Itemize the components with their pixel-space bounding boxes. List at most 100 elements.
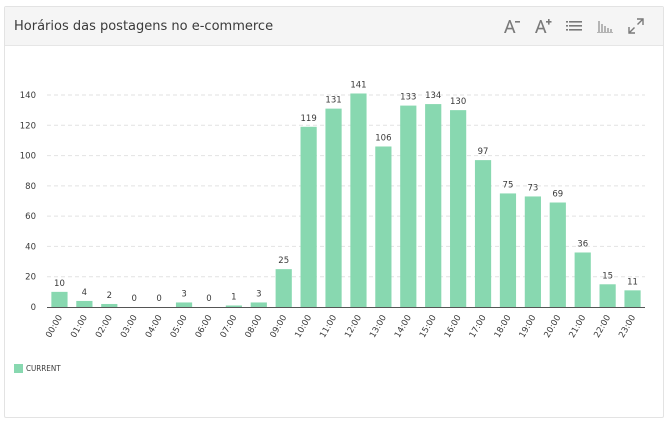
x-tick-label: 20:00 — [542, 314, 563, 340]
x-tick-label: 22:00 — [592, 314, 613, 340]
increase-font-icon — [534, 19, 551, 33]
x-tick-label: 21:00 — [567, 314, 588, 340]
x-tick-labels: 00:00 01:00 02:00 03:00 04:00 05:00 06:00 07:00… — [44, 314, 638, 340]
chart-title: Horários das postagens no e-commerce — [14, 18, 274, 34]
bar[interactable] — [275, 269, 292, 307]
y-tick-label: 120 — [20, 121, 36, 131]
card-header: Horários das postagens no e-commerce — [5, 7, 663, 46]
decrease-font-button[interactable] — [496, 7, 527, 46]
bar-chart-icon — [596, 21, 613, 33]
y-tick-label: 140 — [20, 91, 36, 101]
legend-swatch — [14, 364, 23, 373]
chart-card: Horários das postagens no e-commerce — [4, 6, 664, 418]
x-tick-label: 09:00 — [268, 314, 289, 340]
x-tick-label: 03:00 — [119, 314, 140, 340]
bar[interactable] — [175, 302, 193, 307]
x-tick-label: 06:00 — [194, 314, 215, 340]
bar[interactable] — [101, 303, 118, 307]
x-tick-label: 05:00 — [169, 314, 190, 340]
legend[interactable]: CURRENT — [14, 364, 61, 373]
bar[interactable] — [624, 290, 641, 307]
list-button[interactable] — [558, 7, 589, 46]
data-label: 10 — [54, 279, 65, 289]
x-tick-label: 10:00 — [293, 314, 314, 340]
data-label: 131 — [325, 96, 341, 106]
data-label: 36 — [577, 239, 588, 249]
grid-layer — [47, 94, 645, 308]
data-label: 119 — [301, 114, 317, 124]
x-tick-label: 04:00 — [144, 314, 165, 340]
increase-font-button[interactable] — [527, 7, 558, 46]
x-tick-label: 19:00 — [518, 314, 539, 340]
data-label: 1 — [231, 292, 236, 302]
bar[interactable] — [325, 108, 342, 307]
data-label: 130 — [450, 97, 466, 107]
bar[interactable] — [76, 300, 93, 307]
bar[interactable] — [300, 126, 317, 307]
x-tick-label: 18:00 — [493, 314, 514, 340]
y-tick-labels: 0 20 40 60 80 100 120 140 — [20, 91, 36, 313]
bar[interactable] — [400, 105, 417, 307]
bar[interactable] — [350, 93, 367, 307]
bar[interactable] — [574, 252, 591, 307]
bar[interactable] — [250, 302, 267, 307]
x-tick-label: 17:00 — [468, 314, 489, 340]
bar[interactable] — [499, 193, 517, 307]
expand-icon — [627, 18, 644, 34]
x-tick-label: 16:00 — [443, 314, 464, 340]
data-label: 0 — [206, 294, 211, 304]
bar[interactable] — [225, 305, 242, 307]
data-label: 97 — [478, 147, 489, 157]
x-tick-label: 02:00 — [94, 314, 115, 340]
data-label: 3 — [181, 289, 186, 299]
y-tick-label: 0 — [31, 303, 36, 313]
data-label: 75 — [503, 180, 514, 190]
x-tick-label: 12:00 — [343, 314, 364, 340]
bar[interactable] — [375, 146, 392, 307]
data-label: 141 — [350, 80, 366, 90]
expand-button[interactable] — [620, 7, 651, 46]
chart-area: 0 20 40 60 80 100 120 140 10 4 2 0 0 3 0 1 3 25 119 131 141… — [5, 47, 665, 347]
toolbar — [496, 7, 663, 45]
data-label: 106 — [375, 133, 391, 143]
decrease-font-icon — [503, 20, 520, 33]
x-tick-label: 15:00 — [418, 314, 439, 340]
y-tick-label: 100 — [20, 152, 36, 162]
data-label: 15 — [602, 271, 613, 281]
data-label: 25 — [278, 256, 289, 266]
x-tick-label: 07:00 — [219, 314, 240, 340]
x-tick-label: 13:00 — [368, 314, 389, 340]
x-tick-label: 08:00 — [243, 314, 264, 340]
data-label: 2 — [107, 291, 112, 301]
y-tick-label: 40 — [25, 242, 36, 252]
bar[interactable] — [51, 291, 68, 307]
bar[interactable] — [425, 104, 442, 307]
y-tick-label: 80 — [25, 182, 36, 192]
bar[interactable] — [474, 160, 492, 307]
data-label: 3 — [256, 289, 261, 299]
bars — [51, 93, 641, 307]
bar-chart-button[interactable] — [589, 7, 620, 46]
data-label: 69 — [552, 190, 563, 200]
x-tick-label: 11:00 — [318, 314, 339, 340]
data-label: 0 — [156, 294, 161, 304]
data-label: 0 — [131, 294, 136, 304]
y-tick-label: 20 — [25, 273, 36, 283]
x-tick-label: 23:00 — [617, 314, 638, 340]
x-tick-label: 14:00 — [393, 314, 414, 340]
data-label: 11 — [627, 277, 638, 287]
bar[interactable] — [524, 196, 541, 307]
legend-label: CURRENT — [26, 364, 61, 373]
data-label: 73 — [527, 183, 538, 193]
bar[interactable] — [450, 110, 467, 307]
y-tick-label: 60 — [25, 212, 36, 222]
x-tick-label: 00:00 — [44, 314, 65, 340]
bar[interactable] — [599, 284, 616, 307]
data-label: 4 — [82, 288, 87, 298]
data-labels: 10 4 2 0 0 3 0 1 3 25 119 131 141 106 133 134 130 97 75 73 6… — [54, 80, 638, 304]
list-icon — [565, 21, 582, 31]
data-label: 134 — [425, 91, 441, 101]
x-tick-label: 01:00 — [69, 314, 90, 340]
bar[interactable] — [549, 202, 566, 307]
